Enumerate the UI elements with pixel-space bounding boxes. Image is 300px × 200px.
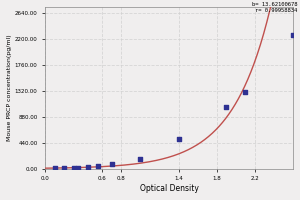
Point bbox=[224, 105, 229, 109]
Point bbox=[85, 166, 90, 169]
Text: b= 13.62100678
r= 0.99958834: b= 13.62100678 r= 0.99958834 bbox=[251, 2, 297, 13]
Point bbox=[176, 138, 181, 141]
Point bbox=[76, 166, 81, 169]
Point bbox=[110, 162, 114, 166]
Point bbox=[138, 158, 143, 161]
Y-axis label: Mouse PRCP concentration(pg/ml): Mouse PRCP concentration(pg/ml) bbox=[7, 34, 12, 141]
Point bbox=[52, 167, 57, 170]
Point bbox=[291, 33, 296, 36]
Point bbox=[243, 91, 248, 94]
Point bbox=[71, 166, 76, 170]
X-axis label: Optical Density: Optical Density bbox=[140, 184, 199, 193]
Point bbox=[62, 167, 67, 170]
Point bbox=[95, 165, 100, 168]
